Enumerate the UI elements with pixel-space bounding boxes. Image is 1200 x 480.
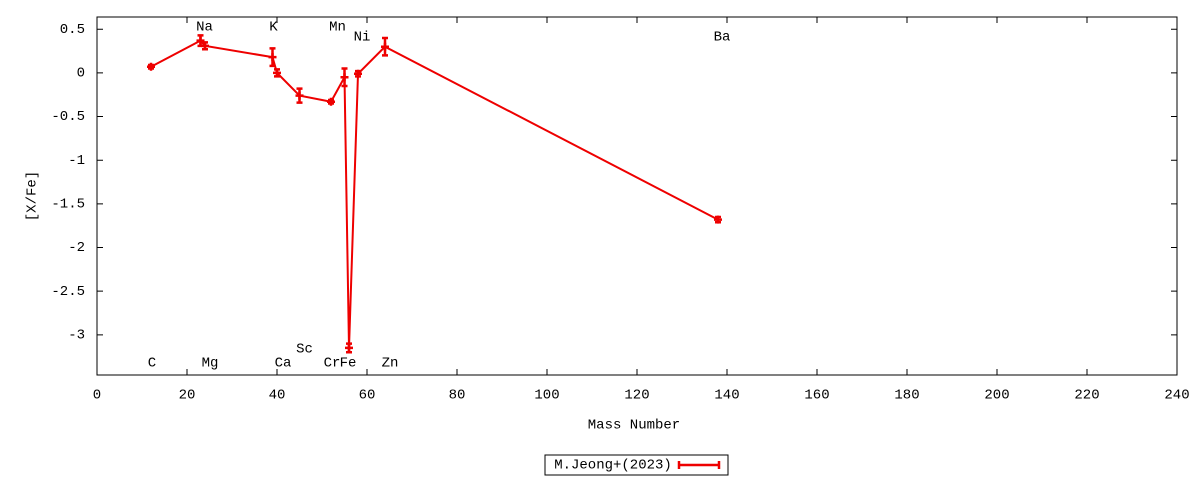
y-axis-label: [X/Fe] [25,171,41,221]
point [354,69,362,78]
data-line [150,39,719,348]
point-label: K [269,20,278,36]
y-tick-label: -1 [68,153,85,169]
x-tick-label: 100 [534,388,559,404]
point-label: Ba [714,30,731,46]
y-tick-label: -2.5 [51,284,85,300]
x-axis-label: Mass Number [588,418,680,434]
point-label: Fe [340,356,357,372]
y-tick-label: -0.5 [51,109,85,125]
x-tick-label: 20 [179,388,196,404]
point-label: Ca [275,356,292,372]
point-label: Sc [296,342,313,358]
point-label: Zn [382,356,399,372]
plot-frame [96,16,1178,376]
point [381,42,389,51]
point-label: Cr [324,356,341,372]
x-tick-label: 0 [93,388,101,404]
y-tick-label: 0 [77,66,85,82]
point [201,41,209,50]
point-label: C [148,356,156,372]
x-tick-label: 220 [1074,388,1099,404]
x-tick-label: 120 [624,388,649,404]
point [295,91,304,100]
y-tick-label: -2 [68,240,85,256]
x-tick-label: 40 [269,388,286,404]
point [147,62,155,71]
point [327,97,335,106]
x-tick-label: 240 [1164,388,1189,404]
y-tick-label: 0.5 [60,22,85,38]
point-label: Mn [329,20,346,36]
y-tick-label: -1.5 [51,197,85,213]
x-tick-label: 80 [449,388,466,404]
point-label: Na [196,20,213,36]
point-label: Ni [354,30,371,46]
y-tick-label: -3 [68,328,85,344]
point [714,215,722,224]
x-tick-label: 160 [804,388,829,404]
point [340,73,349,82]
point [196,36,205,45]
x-tick-label: 200 [984,388,1009,404]
point [273,68,281,77]
legend-label: M.Jeong+(2023) [554,458,672,474]
point-label: Mg [202,356,219,372]
point [268,53,277,62]
x-tick-label: 140 [714,388,739,404]
x-tick-label: 60 [359,388,376,404]
legend-box [544,454,729,476]
point [345,343,353,352]
legend-swatch [677,461,721,469]
x-tick-label: 180 [894,388,919,404]
